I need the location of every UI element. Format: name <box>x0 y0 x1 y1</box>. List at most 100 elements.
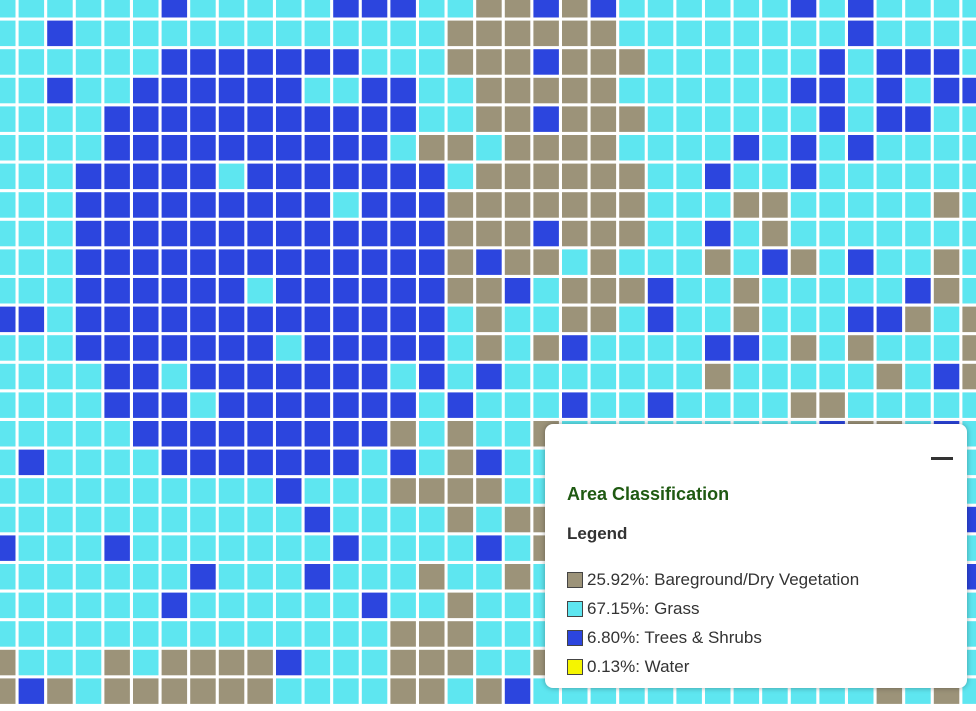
map-cell <box>218 592 245 619</box>
map-cell <box>447 478 474 504</box>
map-cell <box>218 649 245 676</box>
map-cell <box>161 77 188 104</box>
map-cell <box>361 49 388 75</box>
map-cell <box>333 135 359 161</box>
map-cell <box>504 278 531 304</box>
map-cell <box>161 0 188 18</box>
map-cell <box>0 49 16 75</box>
map-cell <box>590 249 617 275</box>
map-cell <box>790 220 817 247</box>
map-cell <box>0 20 16 47</box>
map-cell <box>419 564 445 590</box>
map-cell <box>190 192 216 218</box>
map-cell <box>190 0 216 18</box>
map-cell <box>276 192 302 218</box>
map-cell <box>447 621 474 647</box>
map-cell <box>361 649 388 676</box>
map-cell <box>304 678 331 704</box>
map-cell <box>161 449 188 476</box>
map-cell <box>161 220 188 247</box>
legend-item: 25.92%: Bareground/Dry Vegetation <box>567 565 859 594</box>
map-cell <box>218 278 245 304</box>
map-cell <box>419 278 445 304</box>
legend-panel: Area Classification Legend 25.92%: Bareg… <box>545 424 967 688</box>
map-cell <box>390 535 416 561</box>
map-cell <box>104 535 130 561</box>
map-cell <box>276 649 302 676</box>
map-cell <box>733 335 760 361</box>
map-cell <box>361 106 388 132</box>
map-cell <box>876 49 903 75</box>
map-cell <box>819 392 845 418</box>
legend-label: 25.92%: Bareground/Dry Vegetation <box>587 569 860 589</box>
map-cell <box>790 77 817 104</box>
map-cell <box>361 192 388 218</box>
map-cell <box>218 678 245 704</box>
map-cell <box>590 49 617 75</box>
map-cell <box>247 564 273 590</box>
map-cell <box>276 278 302 304</box>
map-cell <box>18 249 45 275</box>
map-cell <box>476 192 502 218</box>
map-cell <box>75 392 102 418</box>
map-cell <box>18 621 45 647</box>
map-cell <box>419 449 445 476</box>
map-cell <box>447 249 474 275</box>
map-cell <box>133 649 159 676</box>
map-cell <box>419 335 445 361</box>
map-cell <box>75 306 102 333</box>
map-cell <box>905 363 931 390</box>
map-cell <box>476 306 502 333</box>
map-cell <box>705 335 731 361</box>
map-cell <box>705 49 731 75</box>
map-cell <box>104 335 130 361</box>
map-cell <box>819 106 845 132</box>
map-cell <box>47 421 73 447</box>
map-cell <box>647 249 674 275</box>
map-cell <box>390 0 416 18</box>
map-cell <box>104 678 130 704</box>
map-cell <box>276 621 302 647</box>
map-cell <box>390 192 416 218</box>
map-cell <box>676 106 702 132</box>
map-cell <box>361 506 388 533</box>
map-cell <box>419 249 445 275</box>
map-cell <box>276 249 302 275</box>
map-cell <box>447 535 474 561</box>
map-cell <box>533 106 559 132</box>
map-cell <box>676 77 702 104</box>
map-cell <box>190 363 216 390</box>
map-cell <box>304 0 331 18</box>
map-cell <box>476 478 502 504</box>
map-cell <box>304 649 331 676</box>
map-cell <box>676 220 702 247</box>
map-cell <box>47 249 73 275</box>
map-cell <box>18 478 45 504</box>
minimize-button[interactable] <box>931 457 953 460</box>
map-cell <box>933 77 960 104</box>
map-cell <box>419 535 445 561</box>
map-cell <box>247 77 273 104</box>
map-cell <box>47 192 73 218</box>
map-cell <box>476 449 502 476</box>
map-cell <box>962 77 976 104</box>
map-cell <box>762 363 788 390</box>
map-cell <box>562 192 588 218</box>
map-cell <box>161 621 188 647</box>
map-cell <box>676 49 702 75</box>
map-cell <box>419 192 445 218</box>
map-cell <box>962 278 976 304</box>
map-cell <box>361 0 388 18</box>
map-cell <box>533 220 559 247</box>
map-cell <box>848 49 874 75</box>
map-cell <box>18 220 45 247</box>
map-cell <box>876 278 903 304</box>
map-cell <box>962 363 976 390</box>
map-cell <box>161 678 188 704</box>
map-cell <box>962 106 976 132</box>
map-cell <box>504 106 531 132</box>
map-cell <box>276 535 302 561</box>
map-cell <box>504 135 531 161</box>
map-cell <box>905 306 931 333</box>
map-cell <box>276 49 302 75</box>
